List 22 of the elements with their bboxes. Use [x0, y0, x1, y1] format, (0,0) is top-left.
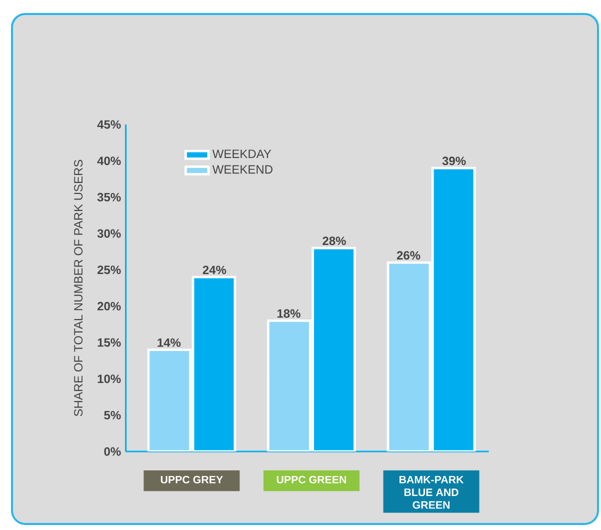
- data-label: 26%: [396, 251, 420, 260]
- y-tick-label: 30%: [97, 229, 121, 238]
- y-tick-label: 20%: [97, 302, 121, 310]
- data-label: 39%: [442, 156, 466, 166]
- y-tick-label: 15%: [98, 338, 121, 347]
- legend-label: WEEKDAY: [212, 150, 272, 158]
- y-tick-label: 45%: [97, 120, 121, 129]
- y-axis-title: SHARE OF TOTAL NUMBER OF PARK USERS: [74, 160, 83, 416]
- x-tick-label: UPPC GREY: [160, 476, 223, 484]
- legend-label: WEEKEND: [212, 165, 272, 174]
- data-label: 14%: [158, 338, 181, 347]
- x-tick-label: BAMK-PARK BLUE AND GREEN: [400, 476, 464, 509]
- data-label: 18%: [277, 309, 300, 318]
- y-tick-label: 0%: [104, 447, 121, 456]
- y-tick-label: 35%: [97, 192, 121, 202]
- data-label: 28%: [322, 236, 346, 246]
- y-tick-label: 40%: [97, 156, 121, 166]
- y-tick-label: 25%: [97, 266, 121, 274]
- x-tick-label: UPPC GREEN: [276, 476, 346, 484]
- y-tick-label: 10%: [98, 374, 121, 384]
- y-tick-label: 5%: [104, 410, 121, 420]
- data-label: 24%: [202, 266, 226, 274]
